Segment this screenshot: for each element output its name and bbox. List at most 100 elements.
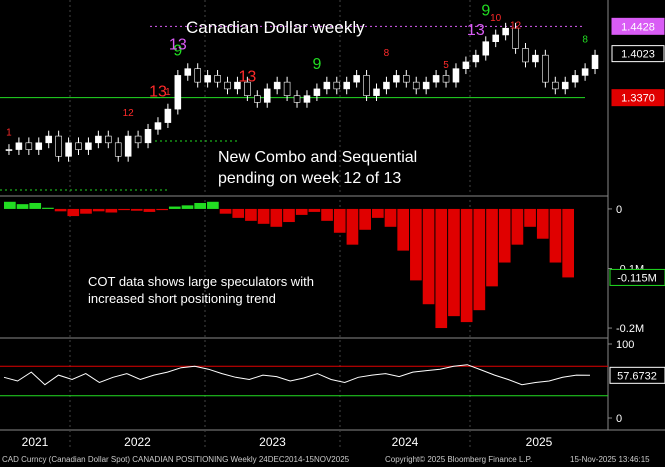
cot-bar [422, 208, 435, 305]
candle-body [561, 81, 569, 90]
cot-bar [308, 208, 321, 212]
support-resistance-lines [0, 25, 585, 191]
cot-bar [498, 208, 511, 263]
cot-bar [524, 208, 536, 227]
candle-body [333, 81, 341, 90]
candle-body [244, 81, 251, 96]
candle-body [542, 54, 549, 83]
candle-body [164, 108, 172, 123]
cot-bar [219, 208, 232, 214]
price-candles [5, 22, 599, 162]
candle-body [204, 75, 211, 83]
candle-body [452, 68, 460, 83]
cot-tick-label: -0.2M [616, 323, 644, 335]
cot-bar [486, 208, 498, 287]
candle-body [512, 27, 519, 49]
price-tag-label: 1.3370 [621, 93, 655, 105]
cot-annotation-line-2: increased short positioning trend [88, 291, 276, 306]
price-tag-box [611, 89, 665, 107]
td-count-label: 10 [490, 13, 502, 24]
cot-bar [29, 202, 42, 209]
footer-timestamp: 15-Nov-2025 13:46:15 [570, 455, 650, 464]
price-tag-box [611, 17, 665, 35]
candle-body [35, 142, 43, 150]
candle-body [462, 61, 470, 69]
rsi-last-value-label: 57.6732 [617, 370, 657, 382]
candle-body [532, 54, 539, 63]
cot-bar [245, 208, 257, 221]
cot-bar [42, 207, 54, 209]
rsi-axis: 100 0 57.6732 [608, 339, 665, 425]
rsi-bands [0, 365, 608, 397]
candle-body [254, 95, 261, 103]
td-count-label: 12 [123, 108, 135, 119]
candle-body [134, 135, 142, 144]
cot-bar [549, 208, 562, 263]
cot-bar [67, 208, 80, 217]
candle-body [343, 81, 350, 90]
year-label: 2025 [526, 435, 553, 449]
cot-bar [156, 208, 168, 211]
cot-bar [168, 206, 181, 209]
candle-body [581, 68, 589, 76]
price-tags: 1.4428 1.4023 1.3370 [611, 17, 665, 107]
td-count-label: 8 [384, 48, 390, 59]
candle-body [353, 75, 360, 83]
candle-body [144, 129, 152, 144]
candle-body [95, 135, 102, 144]
cot-bar [194, 202, 207, 209]
cot-bar [270, 208, 283, 227]
candle-body [323, 81, 331, 90]
cot-bar [92, 208, 105, 212]
cot-bars [4, 201, 574, 329]
footer-copyright: Copyright© 2025 Bloomberg Finance L.P. [385, 455, 532, 464]
candle-body [273, 81, 281, 90]
cot-bar [321, 208, 333, 221]
candle-body [591, 54, 599, 69]
candle-body [303, 95, 311, 103]
cot-bar [232, 208, 245, 218]
td-count-label: 13 [169, 36, 187, 53]
candle-body [502, 27, 509, 36]
candle-body [482, 41, 490, 56]
candle-body [571, 75, 579, 83]
td-count-label: 9 [173, 42, 182, 59]
cot-bar [371, 208, 384, 218]
candle-body [442, 75, 450, 83]
annotation-line-2: pending on week 12 of 13 [218, 170, 401, 187]
cot-bar [105, 208, 118, 213]
footer-source: CAD Curncy (Canadian Dollar Spot) CANADI… [2, 455, 350, 464]
candle-body [25, 142, 33, 150]
cot-annotation-line-1: COT data shows large speculators with [88, 274, 314, 289]
candle-body [214, 75, 221, 83]
cot-bar [562, 208, 574, 278]
td-count-label: 9 [481, 3, 490, 20]
td-count-label: 1 [165, 87, 171, 98]
price-tag-box [611, 45, 665, 63]
cot-bar [80, 208, 92, 214]
td-count-label: 13 [238, 69, 256, 86]
cot-bar [473, 208, 486, 311]
candle-body [154, 122, 162, 130]
candle-body [552, 81, 559, 90]
candle-body [184, 68, 192, 76]
rsi-tick-label: 0 [616, 413, 622, 425]
candle-body [75, 142, 82, 150]
candle-body [363, 75, 370, 96]
cot-tick-label: 0 [616, 204, 622, 216]
candle-body [373, 88, 380, 96]
td-count-label: 13 [467, 22, 485, 39]
cot-last-value-box [609, 268, 665, 286]
cot-bar [4, 201, 16, 209]
td-count-label: 12 [510, 20, 522, 31]
candle-body [283, 81, 291, 96]
cot-bar [410, 208, 422, 281]
cot-last-value-label: -0.115M [617, 272, 657, 284]
cot-bar [536, 208, 549, 239]
candle-body [5, 149, 13, 151]
candle-body [293, 95, 301, 103]
candle-body [412, 81, 420, 90]
candle-body [15, 142, 23, 150]
chart-title: Canadian Dollar weekly [186, 18, 365, 37]
rsi-line [3, 364, 591, 386]
